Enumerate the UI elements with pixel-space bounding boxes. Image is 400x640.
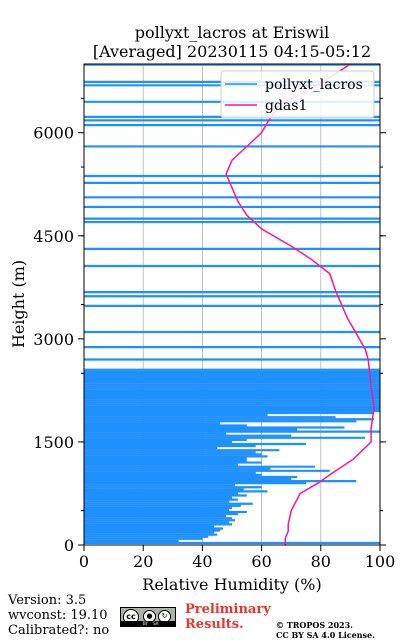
legend-box: [220, 70, 375, 119]
preliminary-line-2: Results.: [185, 617, 244, 632]
x-tick-label-4: 80: [311, 552, 331, 571]
y-axis-label: Height (m): [9, 260, 28, 348]
x-tick-label-3: 60: [251, 552, 271, 571]
preliminary-line-1: Preliminary: [185, 602, 271, 617]
badge-bar: [121, 621, 175, 626]
version-text: Version: 3.5: [8, 593, 87, 608]
cc-license-badge: cc ● ↻ BY SA: [120, 607, 176, 627]
x-tick-label-2: 40: [192, 552, 212, 571]
copyright-line-2: CC BY SA 4.0 License.: [276, 630, 375, 640]
x-axis-label: Relative Humidity (%): [142, 575, 321, 594]
copyright-text: © TROPOS 2023. CC BY SA 4.0 License.: [276, 620, 375, 640]
legend: pollyxt_lacros gdas1: [220, 70, 375, 119]
copyright-line-1: © TROPOS 2023.: [276, 620, 353, 630]
y-tick-label-3: 4500: [33, 227, 74, 246]
calibrated-text: Calibrated?: no: [8, 623, 110, 638]
axis-ticks: 0 20 40 60 80 100 0 1500 3000 4500 6000: [33, 97, 396, 571]
preliminary-results-text: Preliminary Results.: [185, 602, 271, 632]
chart-subtitle: [Averaged] 20230115 04:15-05:12: [93, 42, 371, 61]
legend-label-gdas1: gdas1: [265, 98, 307, 114]
x-tick-label-1: 20: [133, 552, 153, 571]
y-tick-label-4: 6000: [33, 124, 74, 143]
y-tick-label-2: 3000: [33, 330, 74, 349]
gdas1-line: [225, 63, 375, 545]
chart-title: pollyxt_lacros at Eriswil: [135, 23, 329, 42]
wvconst-text: wvconst: 19.10: [8, 608, 108, 623]
y-tick-label-1: 1500: [33, 433, 74, 452]
by-person-icon: ●: [143, 610, 156, 623]
x-tick-label-0: 0: [79, 552, 89, 571]
x-tick-label-5: 100: [365, 552, 396, 571]
y-tick-label-0: 0: [64, 536, 74, 555]
legend-label-pollyxt: pollyxt_lacros: [265, 77, 363, 93]
relative-humidity-chart: pollyxt_lacros at Eriswil [Averaged] 202…: [9, 23, 396, 594]
plot-series: [84, 63, 380, 545]
badge-by-sa-label: BY SA: [143, 621, 159, 626]
